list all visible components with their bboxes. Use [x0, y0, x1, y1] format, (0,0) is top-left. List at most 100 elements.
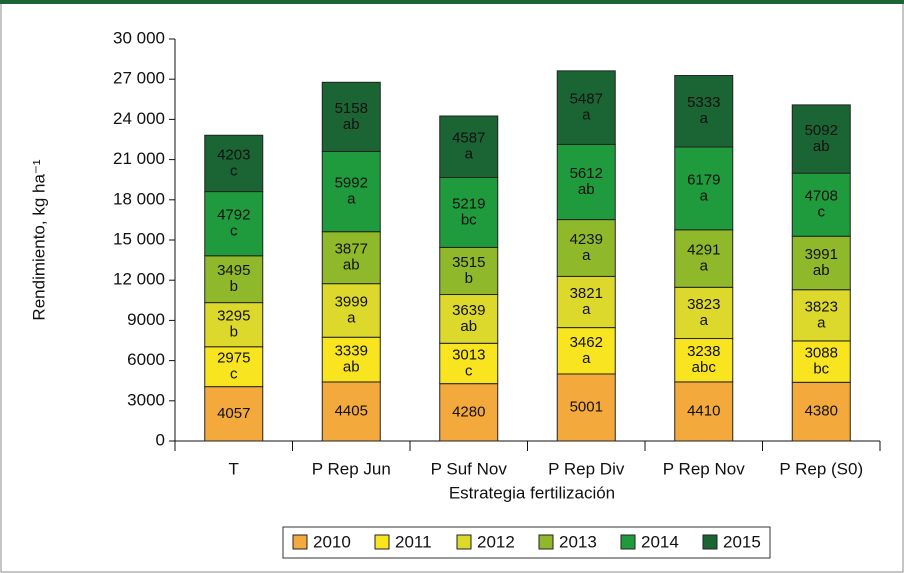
significance-letter: c [230, 366, 238, 383]
bar-segment [556, 373, 616, 442]
x-axis-title: Estrategia fertilización [449, 483, 615, 502]
data-label: 3295 [217, 308, 250, 325]
significance-letter: ab [343, 257, 360, 274]
y-axis-title: Rendimiento, kg ha⁻¹ [29, 159, 48, 320]
bar-segment [204, 255, 264, 304]
legend-swatch [292, 534, 308, 550]
significance-letter: ab [813, 138, 830, 155]
y-tick-label: 24 000 [113, 109, 165, 128]
significance-letter: a [582, 301, 591, 318]
significance-letter: ab [578, 181, 595, 198]
x-tick-label: P Rep Div [548, 459, 625, 478]
bar-segment [204, 191, 264, 257]
data-label: 3088 [805, 345, 838, 362]
legend-swatch [620, 534, 636, 550]
x-tick-label: T [229, 459, 239, 478]
significance-letter: a [817, 314, 826, 331]
y-tick-label: 9000 [127, 310, 165, 329]
data-label: 5219 [452, 195, 485, 212]
legend-box [282, 526, 771, 559]
legend-label: 2015 [723, 532, 761, 551]
data-label: 4405 [335, 402, 368, 419]
y-tick-label: 30 000 [113, 28, 165, 47]
data-label: 5158 [335, 100, 368, 117]
data-label: 3339 [335, 343, 368, 360]
data-label: 4280 [452, 403, 485, 420]
x-tick-label: P Suf Nov [431, 459, 508, 478]
bar-segment [204, 346, 264, 388]
data-label: 4057 [217, 405, 250, 422]
data-label: 5487 [570, 91, 603, 108]
bar-segment [439, 176, 499, 248]
data-label: 5992 [335, 175, 368, 192]
bar-segment [439, 342, 499, 385]
bar-segment [674, 381, 734, 442]
data-label: 5092 [805, 122, 838, 139]
significance-letter: c [465, 362, 473, 379]
bar-segment [674, 75, 734, 148]
data-label: 5612 [570, 165, 603, 182]
data-label: 5001 [570, 398, 603, 415]
bar-segment [204, 134, 264, 193]
significance-letter: ab [813, 262, 830, 279]
bar-segment [321, 381, 381, 442]
data-label: 3238 [687, 343, 720, 360]
bar-segment [439, 383, 499, 442]
y-tick-label: 6000 [127, 350, 165, 369]
top-band [0, 0, 904, 4]
bar-segment [791, 235, 851, 291]
significance-letter: ab [343, 116, 360, 133]
legend-swatch [702, 534, 718, 550]
bar-segment [556, 70, 616, 145]
data-label: 3495 [217, 262, 250, 279]
data-label: 3639 [452, 302, 485, 319]
data-label: 5333 [687, 94, 720, 111]
bar-segment [321, 81, 381, 152]
x-tick-label: P Rep Nov [663, 459, 745, 478]
significance-letter: a [582, 350, 591, 367]
y-tick-label: 12 000 [113, 270, 165, 289]
significance-letter: a [700, 187, 709, 204]
x-tick-label: P Rep Jun [312, 459, 391, 478]
significance-letter: bc [813, 361, 829, 378]
bar-segment [791, 289, 851, 342]
bar-segment [321, 150, 381, 233]
data-label: 4203 [217, 146, 250, 163]
significance-letter: b [230, 278, 238, 295]
significance-letter: a [582, 247, 591, 264]
legend-swatch [374, 534, 390, 550]
significance-letter: a [465, 146, 474, 163]
legend-label: 2013 [559, 532, 597, 551]
data-label: 3823 [687, 296, 720, 313]
y-tick-label: 3000 [127, 390, 165, 409]
bar-segment [556, 275, 616, 329]
data-label: 3991 [805, 246, 838, 263]
significance-letter: a [700, 258, 709, 275]
bar-segment [439, 115, 499, 178]
data-label: 4587 [452, 130, 485, 147]
data-label: 6179 [687, 171, 720, 188]
data-label: 2975 [217, 350, 250, 367]
bar-segment [321, 231, 381, 285]
bar-segment [204, 386, 264, 442]
data-label: 4410 [687, 402, 720, 419]
legend-label: 2012 [477, 532, 515, 551]
legend-swatch [456, 534, 472, 550]
data-label: 3821 [570, 285, 603, 302]
bar-segment [791, 340, 851, 383]
bar-segment [674, 338, 734, 383]
significance-letter: c [230, 162, 238, 179]
significance-letter: c [818, 204, 826, 221]
significance-letter: a [700, 312, 709, 329]
bar-segment [556, 327, 616, 375]
data-label: 4708 [805, 188, 838, 205]
y-tick-label: 18 000 [113, 189, 165, 208]
significance-letter: b [465, 270, 473, 287]
bar-segment [321, 336, 381, 383]
data-label: 3462 [570, 334, 603, 351]
significance-letter: a [582, 107, 591, 124]
legend-label: 2010 [313, 532, 351, 551]
data-label: 3823 [805, 298, 838, 315]
x-tick-label: P Rep (S0) [779, 459, 863, 478]
